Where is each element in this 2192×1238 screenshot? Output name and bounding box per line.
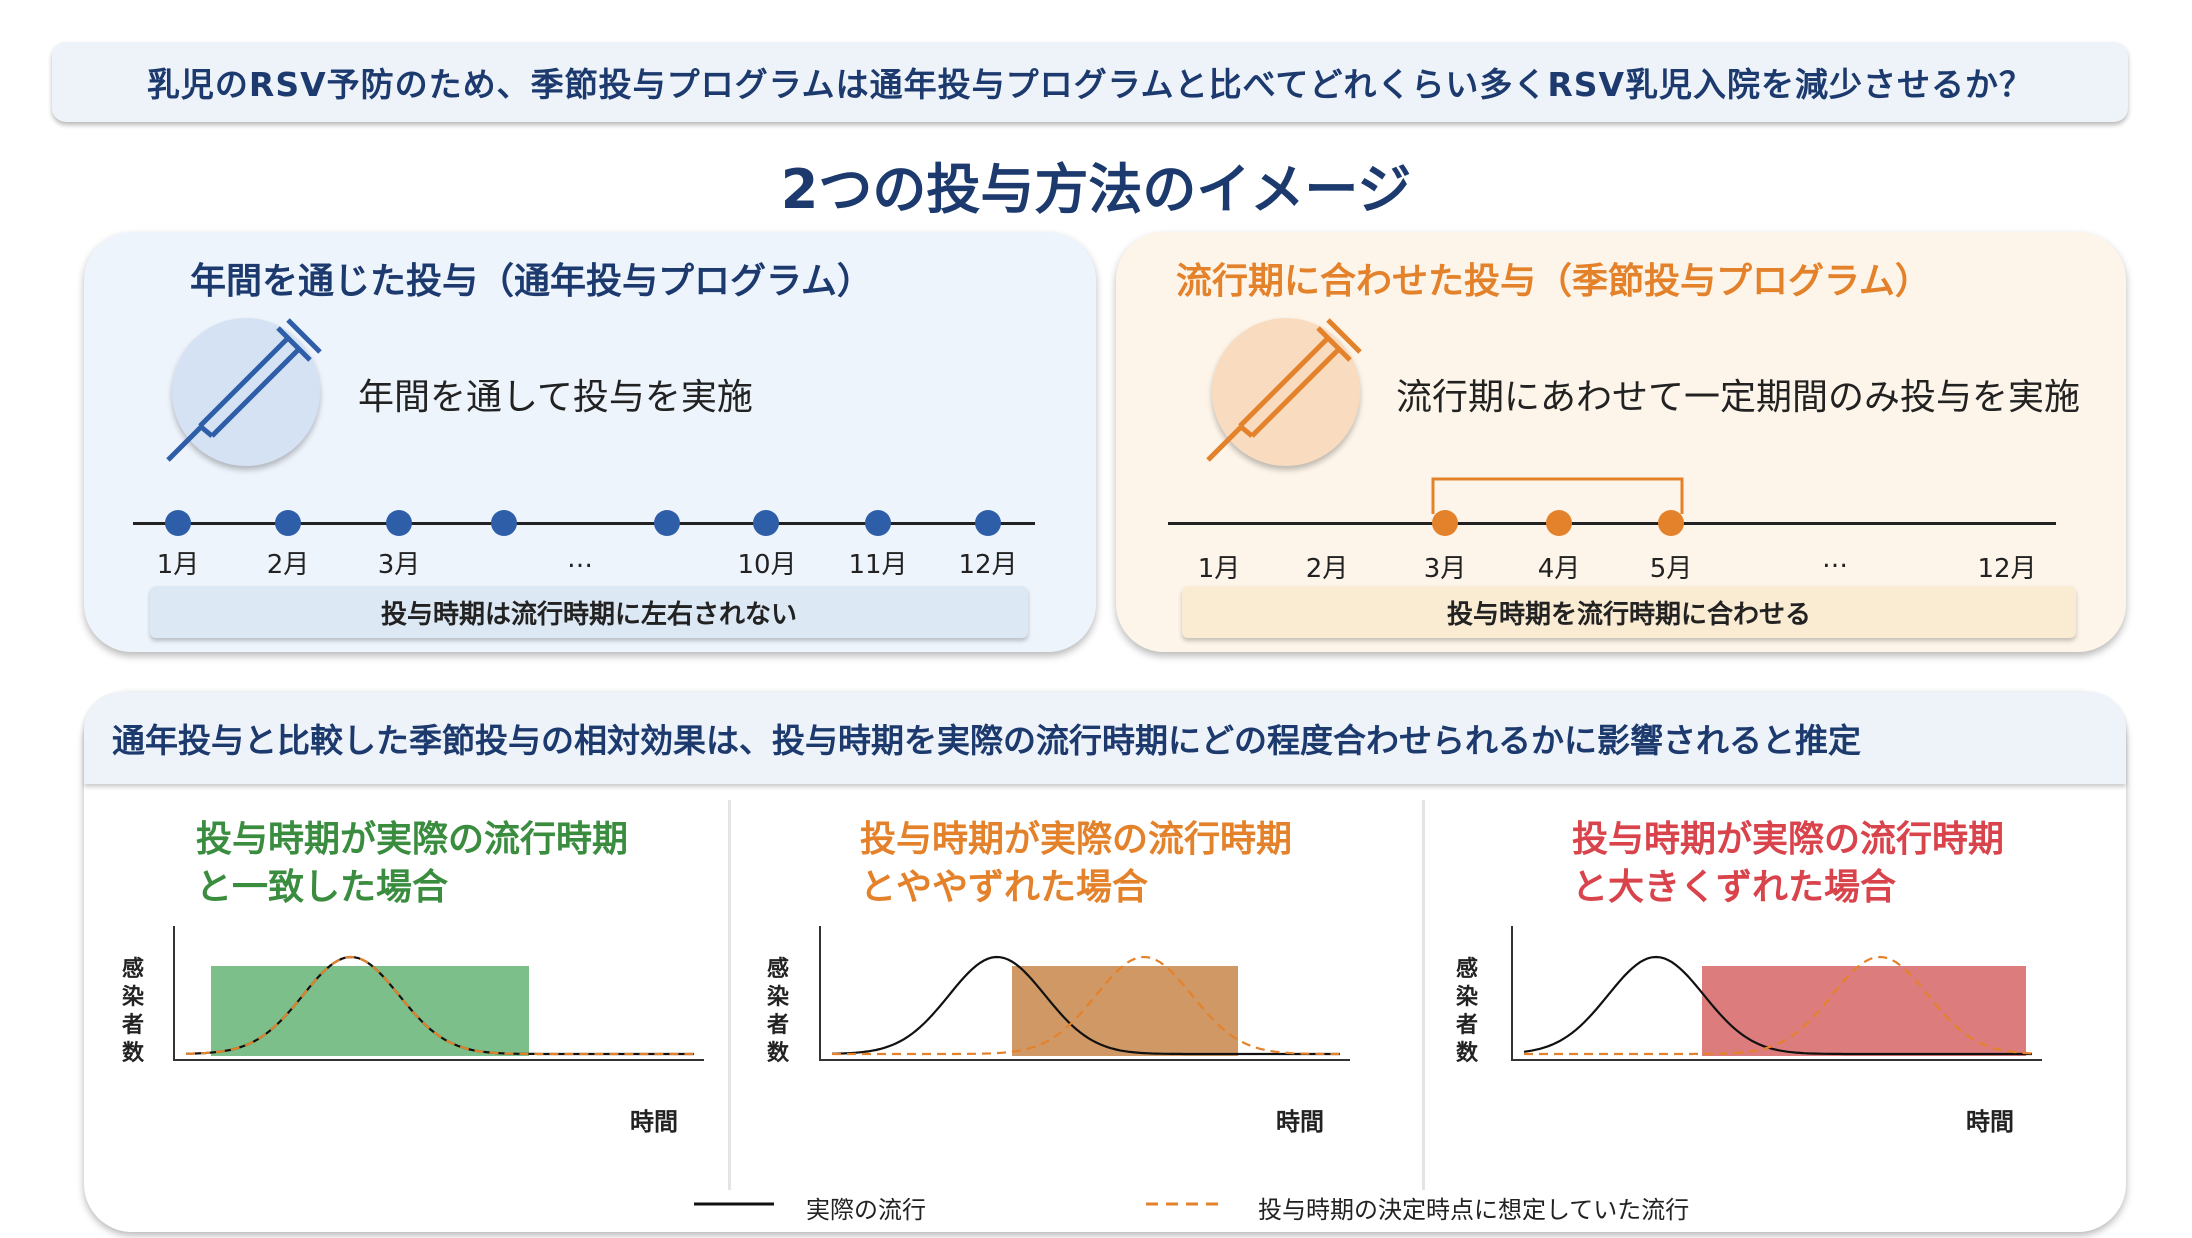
actual-epidemic-curve: [1523, 955, 2032, 1056]
month-label: 12月: [1977, 554, 2037, 584]
month-label: …: [567, 544, 593, 574]
timeline-dot: [275, 510, 301, 536]
legend-actual-text: 実際の流行: [806, 1196, 926, 1224]
year-round-timeline: [133, 522, 1035, 525]
month-label: 11月: [848, 550, 908, 580]
relative-effect-heading-text: 通年投与と比較した季節投与の相対効果は、投与時期を実際の流行時期にどの程度合わせ…: [112, 721, 1861, 760]
month-label: 3月: [1423, 554, 1467, 584]
chart-axes: [1511, 926, 2042, 1061]
year-round-summary-bar: 投与時期は流行時期に左右されない: [150, 586, 1028, 638]
timeline-dot: [1432, 510, 1458, 536]
month-label: 3月: [377, 550, 421, 580]
actual-epidemic-curve: [832, 955, 1340, 1056]
year-round-description: 年間を通して投与を実施: [358, 377, 753, 418]
month-label: 1月: [156, 550, 200, 580]
chart-axes: [173, 926, 704, 1061]
x-axis-label: 時間: [1276, 1108, 1324, 1136]
x-axis-label: 時間: [630, 1108, 678, 1136]
y-axis-label: 感染者数: [766, 957, 789, 1066]
case-title-large-offset: 投与時期が実際の流行時期 と大きくずれた場合: [1572, 819, 2005, 908]
year-round-summary-text: 投与時期は流行時期に左右されない: [380, 599, 797, 630]
timeline-dot: [1546, 510, 1572, 536]
dosing-period-area: [1012, 966, 1238, 1056]
timeline-dot: [975, 510, 1001, 536]
seasonal-summary-text: 投与時期を流行時期に合わせる: [1446, 599, 1811, 630]
seasonal-title: 流行期に合わせた投与（季節投与プログラム）: [1176, 261, 1931, 302]
timeline-dot: [386, 510, 412, 536]
month-label: 1月: [1197, 554, 1241, 584]
assumed-epidemic-curve: [186, 955, 694, 1056]
main-title: 2つの投与方法のイメージ: [780, 158, 1412, 221]
month-label: 10月: [737, 550, 797, 580]
timeline-dot: [491, 510, 517, 536]
assumed-epidemic-curve: [1524, 955, 2033, 1056]
month-label: 5月: [1649, 554, 1693, 584]
legend-assumed-line: [1146, 1202, 1226, 1206]
x-axis-label: 時間: [1966, 1108, 2014, 1136]
case-chart-slight-offset: [819, 926, 1350, 1061]
syringe-icon: [166, 318, 322, 462]
month-label: 2月: [1305, 554, 1349, 584]
question-box: 乳児のRSV予防のため、季節投与プログラムは通年投与プログラムと比べてどれくらい…: [52, 42, 2128, 122]
month-label: 4月: [1537, 554, 1581, 584]
month-label: 12月: [958, 550, 1018, 580]
month-label: 2月: [266, 550, 310, 580]
syringe-icon: [1206, 318, 1362, 462]
y-axis-label: 感染者数: [1455, 957, 1478, 1066]
seasonal-description: 流行期にあわせて一定期間のみ投与を実施: [1396, 377, 2081, 418]
column-divider: [1422, 800, 1425, 1190]
y-axis-label: 感染者数: [121, 957, 144, 1066]
case-title-aligned: 投与時期が実際の流行時期 と一致した場合: [196, 819, 629, 908]
timeline-dot: [753, 510, 779, 536]
dosing-period-area: [211, 966, 529, 1056]
case-chart-large-offset: [1511, 926, 2042, 1061]
timeline-dot: [654, 510, 680, 536]
dosing-period-bracket: [1431, 477, 1684, 514]
month-label: …: [1822, 544, 1848, 574]
timeline-dot: [1658, 510, 1684, 536]
chart-axes: [819, 926, 1350, 1061]
case-title-slight-offset: 投与時期が実際の流行時期 とややずれた場合: [860, 819, 1293, 908]
column-divider: [728, 800, 731, 1190]
year-round-title: 年間を通じた投与（通年投与プログラム）: [190, 261, 873, 302]
legend-assumed-text: 投与時期の決定時点に想定していた流行: [1258, 1196, 1690, 1224]
seasonal-timeline: [1168, 522, 2056, 525]
question-text: 乳児のRSV予防のため、季節投与プログラムは通年投与プログラムと比べてどれくらい…: [146, 65, 2034, 104]
relative-effect-heading: 通年投与と比較した季節投与の相対効果は、投与時期を実際の流行時期にどの程度合わせ…: [84, 692, 2126, 784]
legend-actual-line: [694, 1202, 774, 1206]
dosing-period-area: [1702, 966, 2026, 1056]
case-chart-aligned: [173, 926, 704, 1061]
seasonal-summary-bar: 投与時期を流行時期に合わせる: [1182, 586, 2076, 638]
timeline-dot: [865, 510, 891, 536]
timeline-dot: [165, 510, 191, 536]
